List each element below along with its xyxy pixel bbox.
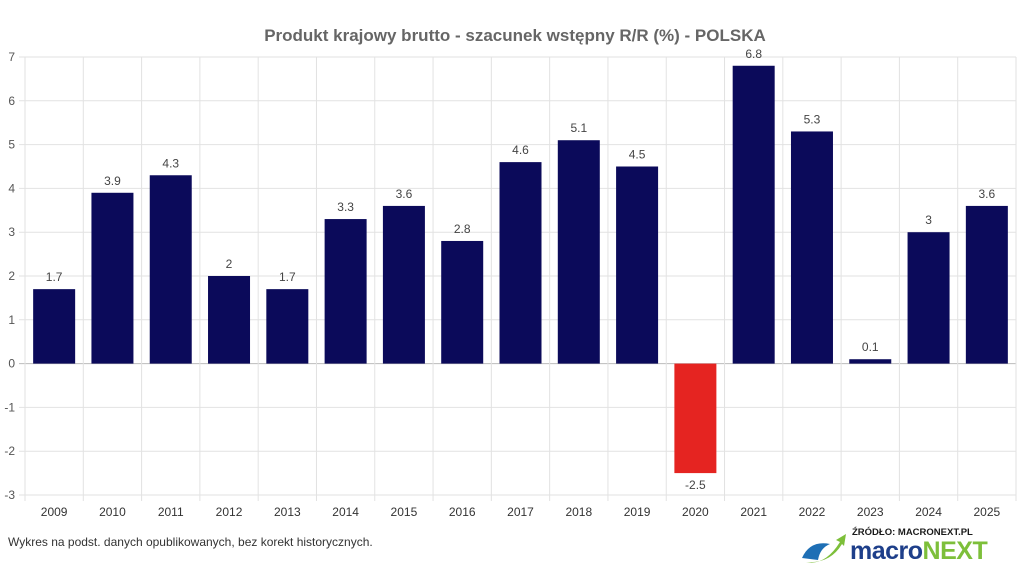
x-tick-label: 2020 (682, 505, 709, 519)
x-tick-label: 2011 (158, 505, 184, 519)
footnote: Wykres na podst. danych opublikowanych, … (8, 535, 373, 549)
x-tick-label: 2024 (915, 505, 942, 519)
x-tick-label: 2014 (332, 505, 359, 519)
bar-2016 (441, 240, 484, 364)
x-tick-label: 2022 (799, 505, 826, 519)
bar-2017 (499, 162, 542, 364)
data-label-2012: 2 (226, 257, 233, 271)
bar-2025 (965, 205, 1008, 364)
x-tick-label: 2016 (449, 505, 476, 519)
data-label-2021: 6.8 (745, 47, 762, 61)
data-label-2018: 5.1 (570, 121, 587, 135)
y-tick-label: 1 (8, 313, 15, 327)
data-label-2010: 3.9 (104, 174, 121, 188)
brand-next: NEXT (922, 537, 988, 565)
bar-2023 (849, 359, 892, 364)
y-tick-label: 0 (8, 357, 15, 371)
bar-2010 (91, 192, 134, 364)
data-label-2013: 1.7 (279, 270, 296, 284)
bar-2011 (149, 175, 192, 364)
bar-2020 (674, 363, 717, 474)
y-tick-label: 6 (8, 94, 15, 108)
data-label-2016: 2.8 (454, 222, 471, 236)
source-label: ŹRÓDŁO: MACRONEXT.PL (852, 527, 973, 538)
x-tick-label: 2010 (99, 505, 126, 519)
chart-title: Produkt krajowy brutto - szacunek wstępn… (264, 26, 766, 45)
bar-2014 (324, 219, 367, 364)
bar-2012 (208, 276, 251, 364)
data-label-2015: 3.6 (396, 187, 413, 201)
x-tick-label: 2017 (507, 505, 534, 519)
data-label-2009: 1.7 (46, 270, 63, 284)
logo-swoosh-icon (802, 534, 846, 563)
data-label-2025: 3.6 (979, 187, 996, 201)
y-tick-label: 3 (8, 225, 15, 239)
x-tick-label: 2023 (857, 505, 884, 519)
data-label-2019: 4.5 (629, 148, 646, 162)
y-tick-label: -3 (4, 488, 15, 502)
data-label-2011: 4.3 (162, 156, 179, 170)
y-tick-label: 7 (8, 50, 15, 64)
x-tick-label: 2018 (565, 505, 592, 519)
data-label-2024: 3 (925, 213, 932, 227)
x-tick-label: 2012 (216, 505, 243, 519)
data-label-2014: 3.3 (337, 200, 354, 214)
y-tick-label: -2 (4, 444, 15, 458)
y-tick-label: 2 (8, 269, 15, 283)
x-tick-label: 2013 (274, 505, 301, 519)
data-label-2022: 5.3 (804, 112, 821, 126)
x-tick-label: 2009 (41, 505, 68, 519)
bar-2021 (732, 65, 775, 364)
bar-2015 (382, 205, 425, 364)
bar-2022 (790, 131, 833, 364)
x-tick-label: 2025 (974, 505, 1001, 519)
brand-macro: macro (850, 537, 923, 565)
y-tick-label: 4 (8, 181, 15, 195)
bar-2013 (266, 289, 309, 364)
x-tick-label: 2019 (624, 505, 651, 519)
x-tick-label: 2021 (740, 505, 767, 519)
data-label-2017: 4.6 (512, 143, 529, 157)
y-tick-label: -1 (4, 400, 15, 414)
bar-2024 (907, 232, 950, 364)
bar-2018 (557, 140, 600, 364)
data-label-2023: 0.1 (862, 340, 879, 354)
y-tick-label: 5 (8, 138, 15, 152)
bar-chart: Produkt krajowy brutto - szacunek wstępn… (4, 26, 1017, 519)
x-tick-label: 2015 (391, 505, 418, 519)
data-label-2020: -2.5 (685, 478, 706, 492)
bar-2009 (33, 289, 76, 364)
bar-2019 (616, 166, 659, 364)
